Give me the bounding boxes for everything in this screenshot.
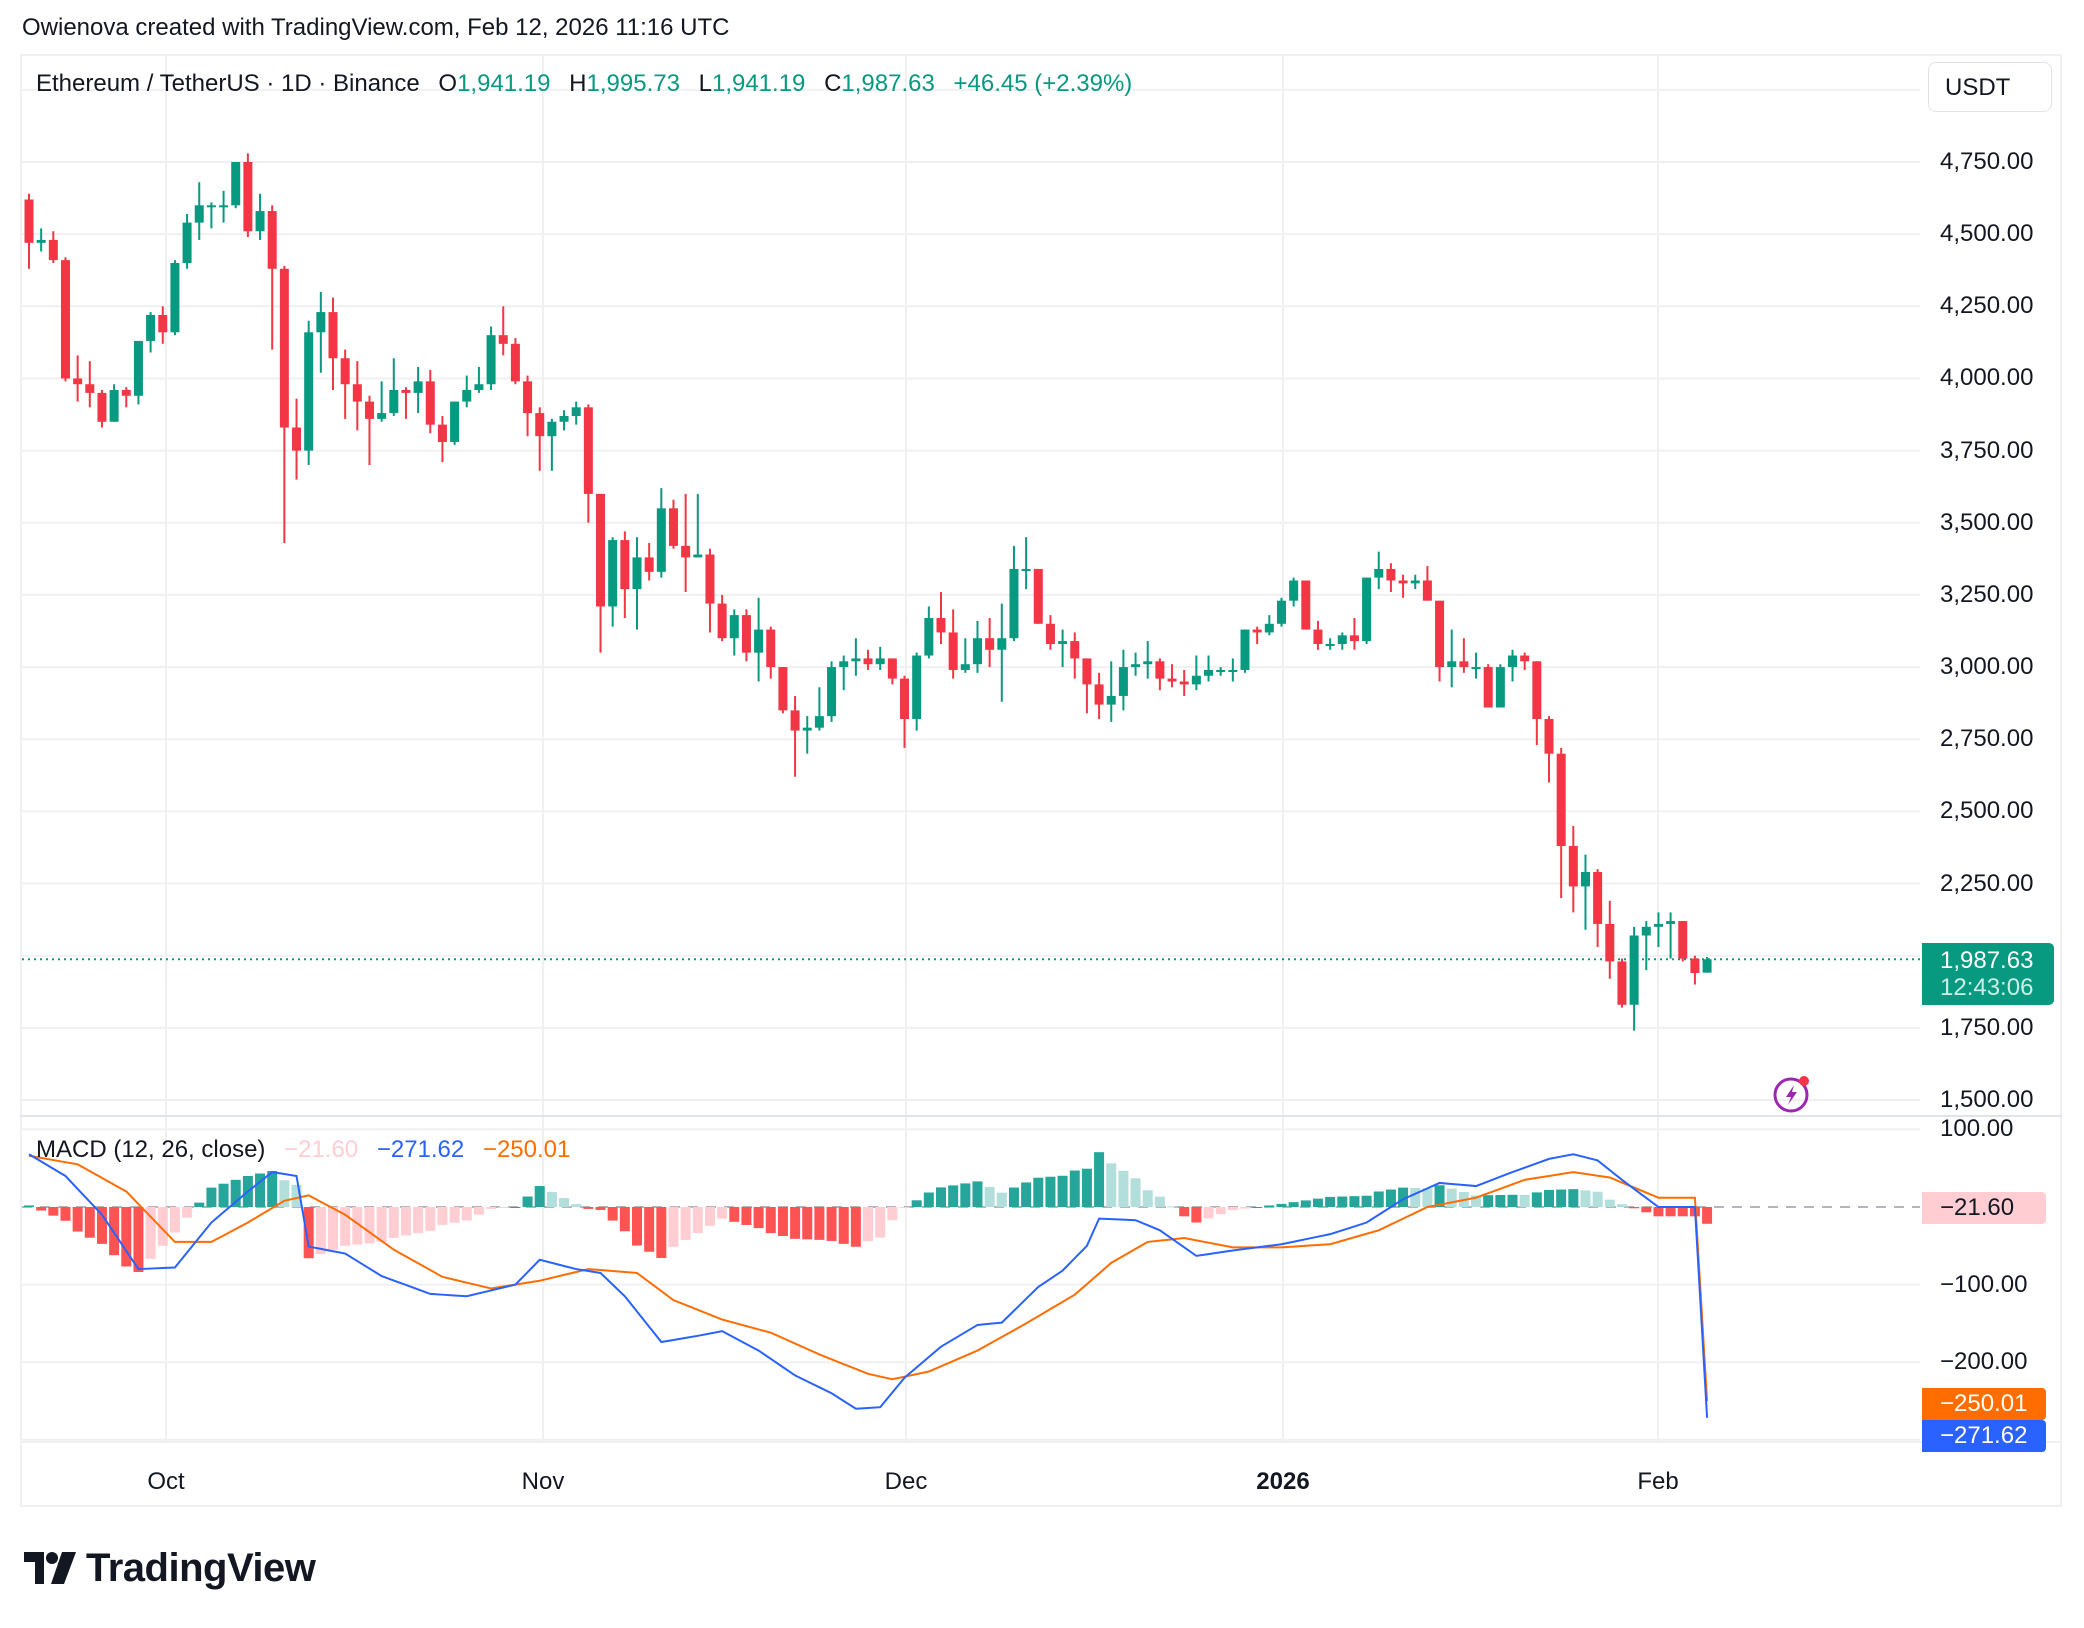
macd-line-tag: −271.62 xyxy=(1922,1420,2046,1452)
candlestick-series xyxy=(22,153,1920,1031)
time-axis-label: Nov xyxy=(521,1468,565,1495)
price-axis-label: 3,250.00 xyxy=(1940,580,2034,608)
price-axis-label: 4,250.00 xyxy=(1940,292,2034,320)
macd-title[interactable]: MACD (12, 26, close) xyxy=(36,1136,266,1163)
macd-indicator xyxy=(22,1152,1920,1418)
chart-frame xyxy=(20,54,2062,1507)
symbol-legend[interactable]: Ethereum / TetherUS · 1D · Binance O1,94… xyxy=(36,70,1132,98)
high-label: H xyxy=(569,70,587,97)
price-axis-label: 3,500.00 xyxy=(1940,508,2034,536)
macd-signal-value: −250.01 xyxy=(482,1136,571,1163)
price-axis-label: 4,750.00 xyxy=(1940,148,2034,175)
attribution-text: Owienova created with TradingView.com, F… xyxy=(22,14,730,41)
tradingview-logo[interactable]: TradingView xyxy=(24,1545,316,1590)
price-axis-label: 2,250.00 xyxy=(1940,869,2034,897)
price-axis-label: 3,750.00 xyxy=(1940,436,2034,464)
time-axis-label: 2026 xyxy=(1256,1468,1310,1495)
price-axis-label: 1,500.00 xyxy=(1940,1086,2034,1113)
grid-lines xyxy=(22,56,1920,1442)
price-axis-label: 2,500.00 xyxy=(1940,797,2034,825)
macd-line-value: −271.62 xyxy=(376,1136,465,1163)
macd-histogram-value: −21.60 xyxy=(284,1136,359,1163)
low-value: 1,941.19 xyxy=(711,70,806,97)
notification-dot xyxy=(1799,1076,1809,1086)
price-axis-label: 4,500.00 xyxy=(1940,220,2034,248)
price-axis-label: 3,000.00 xyxy=(1940,653,2034,681)
time-axis-label: Dec xyxy=(884,1468,928,1495)
price-axis-label: 4,000.00 xyxy=(1940,364,2034,392)
tradingview-logo-icon xyxy=(24,1552,76,1584)
price-axis-label: 1,750.00 xyxy=(1940,1013,2034,1041)
bar-countdown: 12:43:06 xyxy=(1940,974,2034,1001)
macd-axis-label: −200.00 xyxy=(1940,1348,2028,1376)
high-value: 1,995.73 xyxy=(586,70,680,97)
macd-axis-label: 100.00 xyxy=(1940,1115,2014,1143)
macd-signal-tag: −250.01 xyxy=(1922,1388,2046,1420)
low-label: L xyxy=(698,70,712,97)
logo-text: TradingView xyxy=(86,1545,316,1590)
macd-legend[interactable]: MACD (12, 26, close) −21.60 −271.62 −250… xyxy=(36,1136,570,1164)
lightning-icon[interactable] xyxy=(1772,1072,1814,1114)
open-value: 1,941.19 xyxy=(457,70,551,97)
close-value: 1,987.63 xyxy=(841,70,935,97)
last-price-value: 1,987.63 xyxy=(1940,947,2034,974)
close-label: C xyxy=(824,70,842,97)
symbol-title[interactable]: Ethereum / TetherUS · 1D · Binance xyxy=(36,70,420,97)
change-value: +46.45 (+2.39%) xyxy=(953,70,1133,97)
macd-axis-label: −100.00 xyxy=(1940,1270,2028,1298)
price-axis-label: 2,750.00 xyxy=(1940,725,2034,753)
last-price-tag: 1,987.63 12:43:06 xyxy=(1922,943,2054,1005)
open-label: O xyxy=(438,70,458,97)
currency-button[interactable]: USDT xyxy=(1928,62,2052,112)
time-axis-label: Feb xyxy=(1637,1468,1679,1495)
time-axis-label: Oct xyxy=(147,1468,185,1495)
macd-histogram-tag: −21.60 xyxy=(1922,1192,2046,1224)
